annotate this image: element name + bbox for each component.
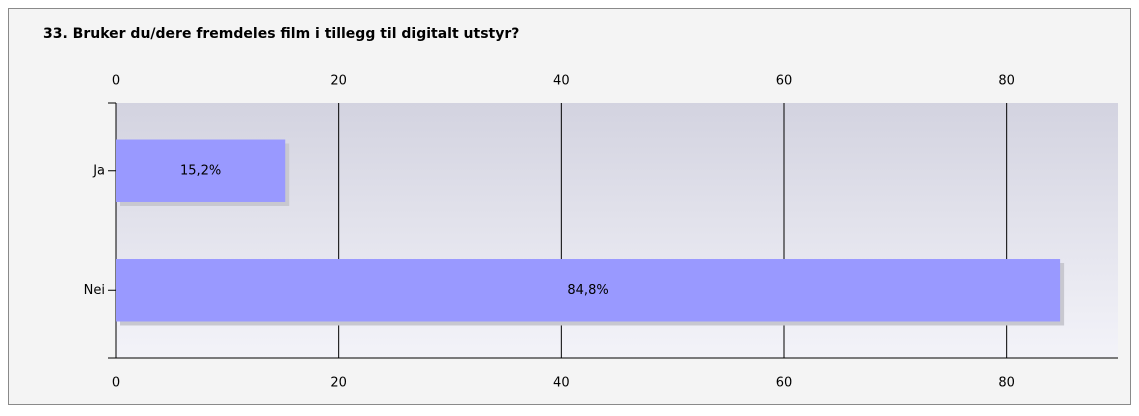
x-tick-label: 0 — [112, 74, 120, 89]
x-tick-label: 20 — [330, 74, 347, 89]
chart-title: 33. Bruker du/dere fremdeles film i till… — [43, 26, 519, 42]
value-label: 84,8% — [567, 283, 608, 298]
y-tick-label: Nei — [84, 283, 105, 298]
x-tick-label: 40 — [553, 74, 570, 89]
y-tick-label: Ja — [92, 163, 105, 178]
x-tick-label: 40 — [553, 376, 570, 391]
x-tick-label: 0 — [112, 376, 120, 391]
x-tick-label: 80 — [998, 376, 1015, 391]
value-label: 15,2% — [180, 163, 221, 178]
bar — [116, 259, 1061, 322]
x-tick-label: 60 — [776, 74, 793, 89]
x-tick-label: 80 — [998, 74, 1015, 89]
x-tick-label: 60 — [776, 376, 793, 391]
bar — [116, 139, 286, 202]
x-tick-label: 20 — [330, 376, 347, 391]
